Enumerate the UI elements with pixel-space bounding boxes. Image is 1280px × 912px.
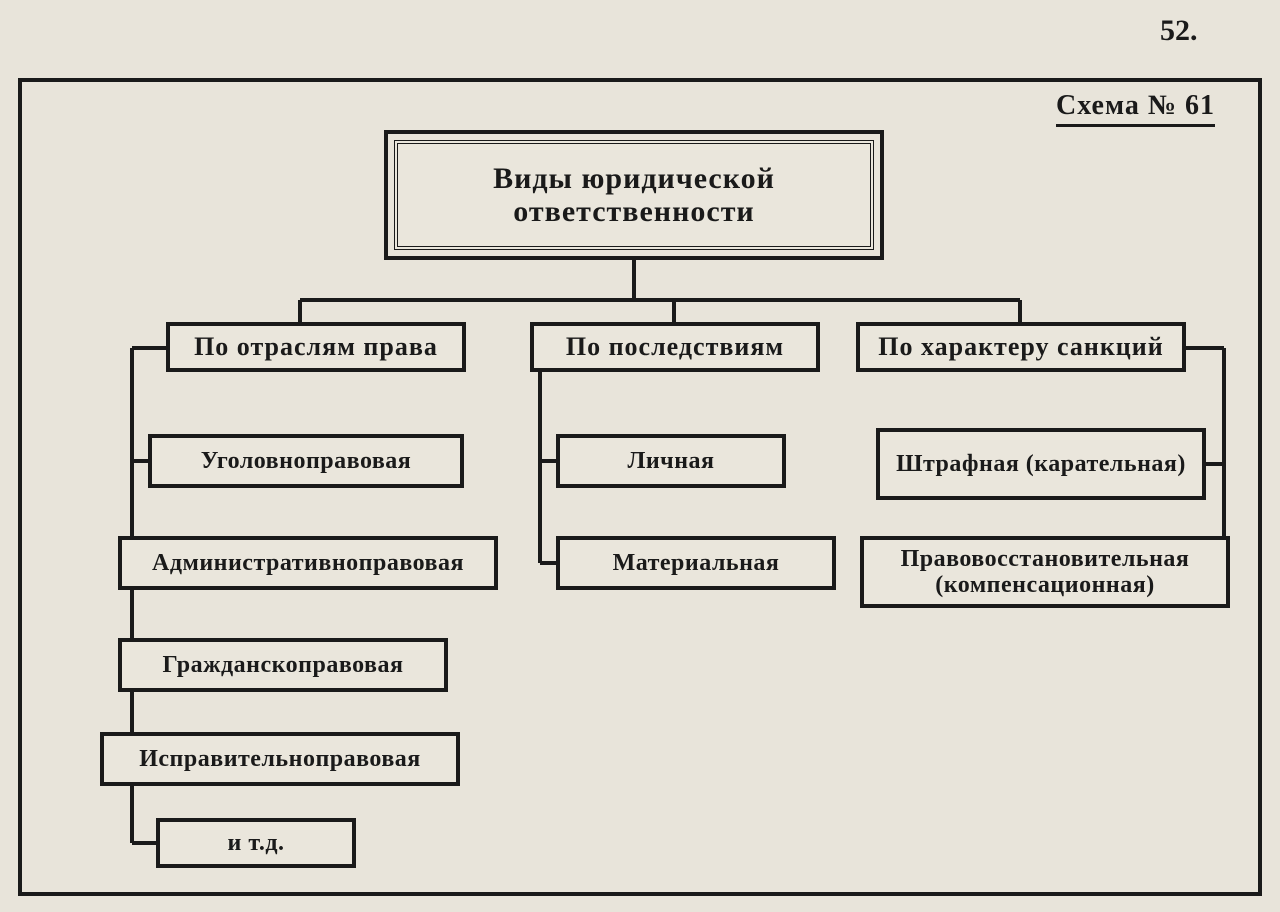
node-a1: Уголовноправовая (148, 434, 464, 488)
node-c2: Правовосстановительная (компенсационная) (860, 536, 1230, 608)
node-b2: Материальная (556, 536, 836, 590)
node-a4: Исправительноправовая (100, 732, 460, 786)
page-number: 52. (1160, 14, 1198, 48)
node-b1: Личная (556, 434, 786, 488)
node-a2: Административноправовая (118, 536, 498, 590)
node-cat-a: По отраслям права (166, 322, 466, 372)
schema-label: Схема № 61 (1056, 90, 1215, 127)
node-root: Виды юридической ответственности (394, 140, 874, 250)
node-c1: Штрафная (карательная) (876, 428, 1206, 500)
node-cat-b: По последствиям (530, 322, 820, 372)
node-a5: и т.д. (156, 818, 356, 868)
node-cat-c: По характеру санкций (856, 322, 1186, 372)
node-a3: Гражданскоправовая (118, 638, 448, 692)
diagram-canvas: 52. Схема № 61 Виды юридической ответств… (0, 0, 1280, 912)
